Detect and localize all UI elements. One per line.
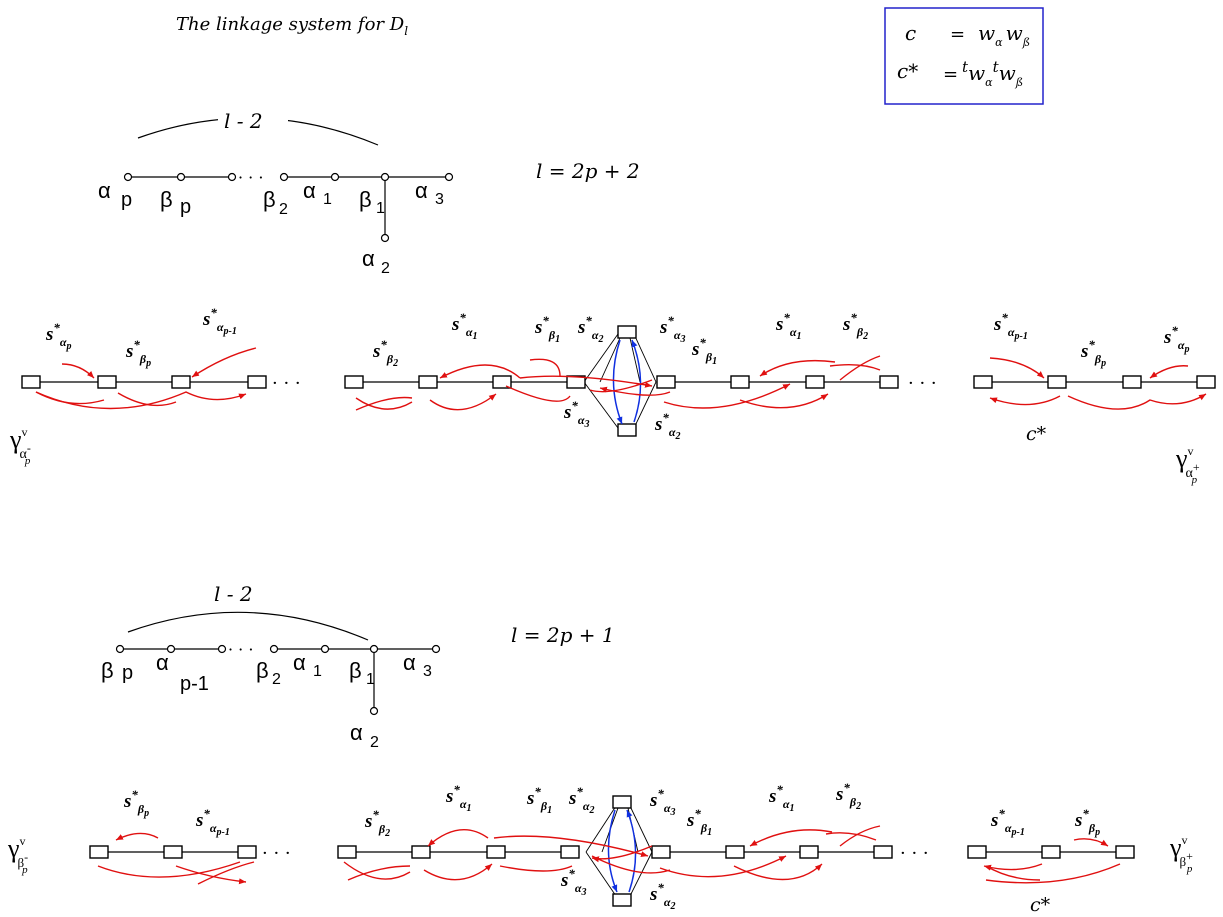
svg-text:s*β2: s*β2 xyxy=(372,337,398,369)
svg-text:1: 1 xyxy=(376,200,385,217)
svg-text:s*βp: s*βp xyxy=(1080,337,1106,369)
svg-text:p: p xyxy=(121,189,132,211)
svg-text:β: β xyxy=(359,187,372,212)
svg-text:α: α xyxy=(98,178,111,203)
svg-text:s*α1: s*α1 xyxy=(445,782,472,814)
svg-text:2: 2 xyxy=(279,201,288,218)
gamma-right-even: γv α+ p xyxy=(1175,444,1200,486)
svg-text:s*αp-1: s*αp-1 xyxy=(990,806,1025,838)
gamma-left-even: γv α-p xyxy=(9,425,31,467)
svg-text:p-1: p-1 xyxy=(180,673,209,695)
svg-text:α: α xyxy=(350,720,363,745)
svg-text:α: α xyxy=(293,650,306,675)
svg-text:α: α xyxy=(362,246,375,271)
svg-text:s*αp-1: s*αp-1 xyxy=(993,310,1028,342)
svg-text:s*αp: s*αp xyxy=(1163,323,1190,355)
svg-text:c*: c* xyxy=(897,59,918,83)
svg-text:s*α3: s*α3 xyxy=(560,866,587,898)
svg-text:s*αp-1: s*αp-1 xyxy=(195,806,230,838)
cstar-odd: c* xyxy=(1030,894,1051,916)
cstar-even: c* xyxy=(1026,423,1047,445)
svg-text:s*β1: s*β1 xyxy=(691,335,717,367)
svg-text:· · ·: · · · xyxy=(228,640,253,659)
svg-text:s*α1: s*α1 xyxy=(775,310,802,342)
svg-text:α: α xyxy=(415,178,428,203)
svg-text:s*β1: s*β1 xyxy=(534,313,560,345)
svg-text:p: p xyxy=(122,662,133,684)
svg-text:s*β2: s*β2 xyxy=(842,310,868,342)
svg-text:· · ·: · · · xyxy=(238,168,263,187)
arc-label-even: l - 2 xyxy=(224,109,263,133)
svg-text:α: α xyxy=(403,650,416,675)
linkage-even: · · · · · · xyxy=(9,305,1216,486)
svg-text:s*α1: s*α1 xyxy=(768,782,795,814)
svg-text:s*α3: s*α3 xyxy=(563,398,590,430)
svg-text:s*α1: s*α1 xyxy=(451,310,478,342)
svg-text:· · ·: · · · xyxy=(908,373,937,394)
arc-label-odd: l - 2 xyxy=(214,582,253,606)
svg-text:s*β2: s*β2 xyxy=(364,807,390,839)
svg-text:β: β xyxy=(256,658,269,683)
svg-text:s*βp: s*βp xyxy=(125,337,151,369)
gamma-right-odd: γv β+ p xyxy=(1169,833,1193,875)
dynkin-even: l - 2 · · · α p β p β 2 α 1 β 1 α 3 α 2 … xyxy=(98,109,640,277)
svg-text:c: c xyxy=(905,21,916,45)
svg-text:s*β1: s*β1 xyxy=(526,784,552,816)
svg-text:twαtwß: twαtwß xyxy=(962,58,1023,89)
dynkin-odd: l - 2 · · · β p α p-1 β 2 α 1 β 1 α 3 α … xyxy=(101,582,615,751)
svg-text:1: 1 xyxy=(366,671,375,688)
legend-box: c = wα wß c* = twαtwß xyxy=(884,7,1044,105)
svg-text:β: β xyxy=(160,187,173,212)
svg-text:s*α3: s*α3 xyxy=(649,786,676,818)
svg-text:=: = xyxy=(950,24,965,45)
svg-text:β: β xyxy=(101,658,114,683)
svg-text:s*β2: s*β2 xyxy=(835,780,861,812)
svg-text:s*βp: s*βp xyxy=(123,787,149,819)
svg-text:2: 2 xyxy=(381,260,390,277)
svg-text:β: β xyxy=(349,658,362,683)
gamma-left-odd: γv β-p xyxy=(7,834,28,876)
formula-odd: l = 2p + 1 xyxy=(511,623,615,647)
svg-text:· · ·: · · · xyxy=(262,843,291,864)
svg-text:3: 3 xyxy=(435,191,444,208)
page-title: The linkage system for Dl xyxy=(176,14,408,38)
svg-text:=: = xyxy=(943,64,958,85)
svg-text:s*βp: s*βp xyxy=(1074,806,1100,838)
svg-text:2: 2 xyxy=(370,734,379,751)
svg-text:s*αp-1: s*αp-1 xyxy=(202,305,237,337)
svg-text:s*αp: s*αp xyxy=(45,320,72,352)
linkage-odd: · · · · · · xyxy=(7,780,1193,916)
svg-text:s*β1: s*β1 xyxy=(686,806,712,838)
svg-text:2: 2 xyxy=(272,671,281,688)
svg-text:s*α3: s*α3 xyxy=(659,313,686,345)
svg-text:3: 3 xyxy=(423,663,432,680)
formula-even: l = 2p + 2 xyxy=(536,159,640,183)
svg-text:· · ·: · · · xyxy=(900,843,929,864)
svg-text:β: β xyxy=(263,187,276,212)
svg-text:s*α2: s*α2 xyxy=(577,313,604,345)
svg-text:α: α xyxy=(303,178,316,203)
svg-text:s*α2: s*α2 xyxy=(649,880,676,912)
svg-text:· · ·: · · · xyxy=(272,373,301,394)
svg-text:α: α xyxy=(156,650,169,675)
svg-text:s*α2: s*α2 xyxy=(654,410,681,442)
svg-text:s*α2: s*α2 xyxy=(568,784,595,816)
svg-text:p: p xyxy=(180,196,191,218)
svg-text:1: 1 xyxy=(323,191,332,208)
svg-text:1: 1 xyxy=(313,663,322,680)
